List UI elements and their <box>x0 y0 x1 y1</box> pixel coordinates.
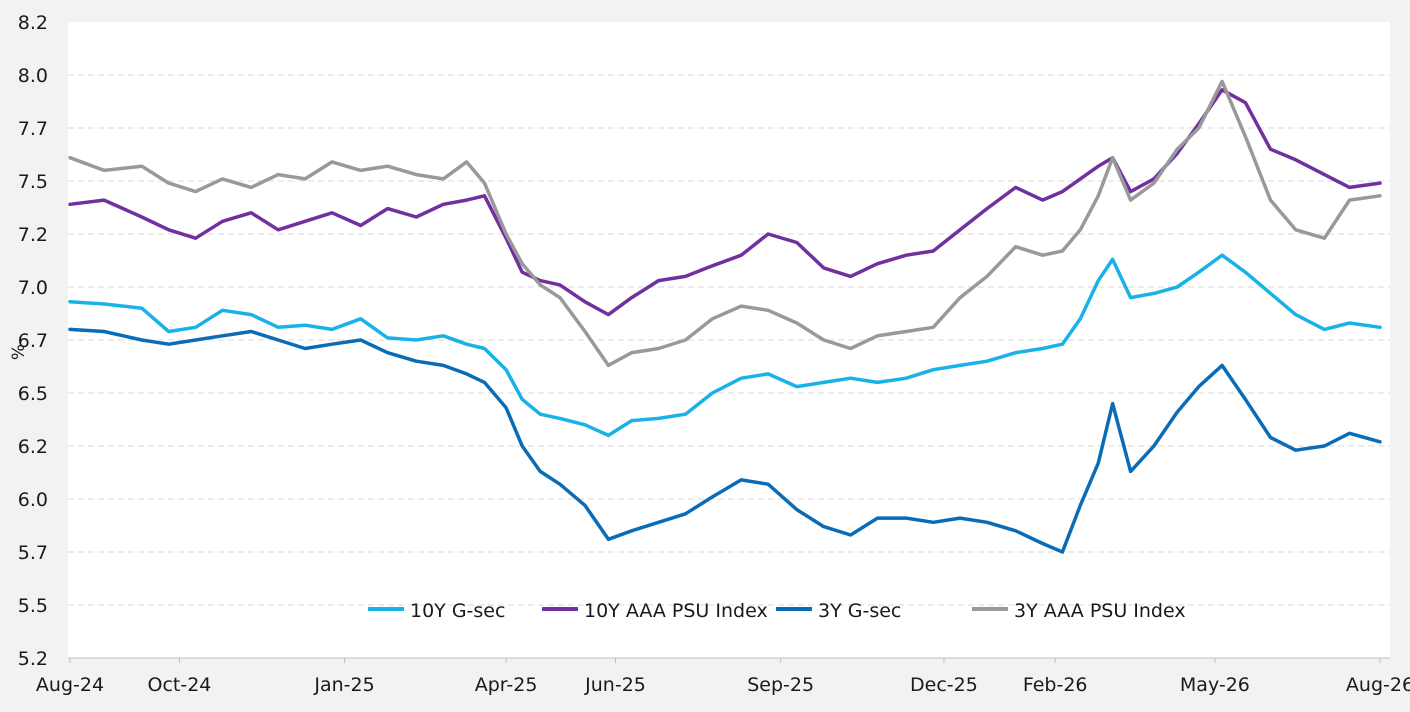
legend-label: 3Y G-sec <box>818 600 901 622</box>
y-tick-label: 8.0 <box>18 65 48 87</box>
y-tick-label: 7.7 <box>18 118 48 140</box>
y-tick-label: 8.2 <box>18 12 48 34</box>
y-tick-label: 6.5 <box>18 383 48 405</box>
y-tick-label: 5.2 <box>18 648 48 670</box>
x-tick-label: Aug-24 <box>36 674 104 696</box>
y-tick-label: 6.2 <box>18 436 48 458</box>
series-line-3 <box>68 79 1382 368</box>
series-line-0 <box>68 253 1382 438</box>
x-tick-label: Jun-25 <box>584 674 646 696</box>
x-tick-label: Sep-25 <box>747 674 814 696</box>
series-lines <box>68 79 1382 554</box>
axes: 8.2 8.0 7.7 7.5 7.2 7.0 6.7 6.5 6.2 6.0 5.7 5.5 5.2 A… <box>18 12 1410 696</box>
x-tick-label: Apr-25 <box>475 674 538 696</box>
y-tick-label: 7.5 <box>18 171 48 193</box>
y-tick-label: 7.2 <box>18 224 48 246</box>
legend: 10Y G-sec 10Y AAA PSU Index 3Y G-sec 3Y AAA… <box>368 600 1186 622</box>
series-line-2 <box>68 327 1382 554</box>
legend-label: 10Y AAA PSU Index <box>584 600 768 622</box>
y-tick-label: 7.0 <box>18 277 48 299</box>
y-axis-title: % <box>9 344 29 360</box>
x-tick-label: Aug-26 <box>1346 674 1410 696</box>
y-tick-label: 6.7 <box>18 330 48 352</box>
x-tick-label: Feb-26 <box>1023 674 1088 696</box>
y-tick-label: 6.0 <box>18 489 48 511</box>
gridlines <box>68 74 1390 606</box>
x-tick-label: Dec-25 <box>910 674 978 696</box>
x-tick-label: Oct-24 <box>148 674 212 696</box>
y-tick-label: 5.7 <box>18 542 48 564</box>
legend-label: 10Y G-sec <box>410 600 505 622</box>
x-tick-label: May-26 <box>1180 674 1250 696</box>
y-tick-label: 5.5 <box>18 595 48 617</box>
x-tick-label: Jan-25 <box>313 674 374 696</box>
legend-label: 3Y AAA PSU Index <box>1014 600 1186 622</box>
